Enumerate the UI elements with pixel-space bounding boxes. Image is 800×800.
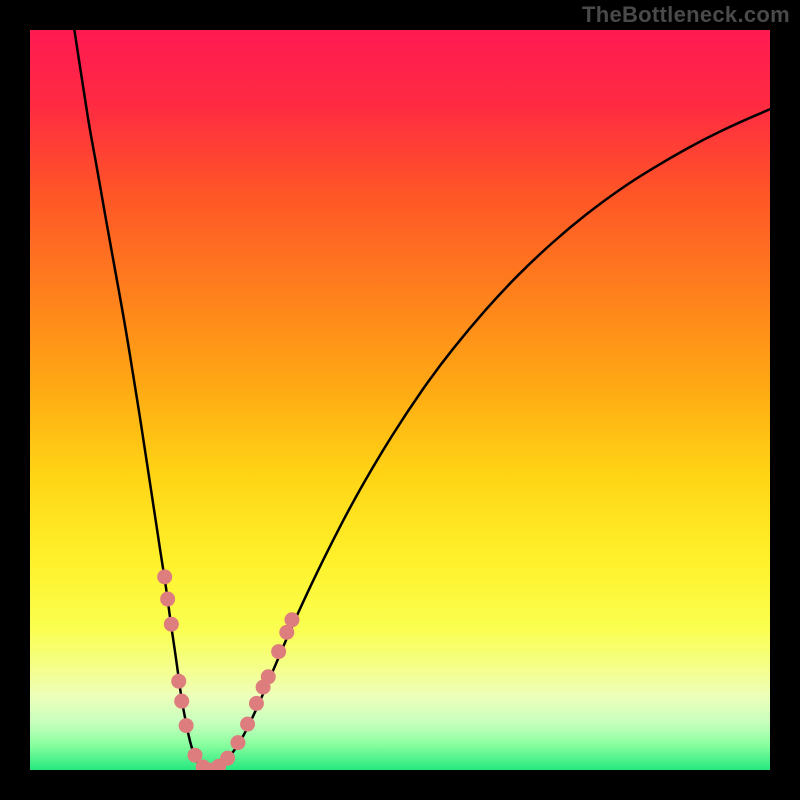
marker-dot: [157, 569, 172, 584]
chart-stage: TheBottleneck.com: [0, 0, 800, 800]
marker-dot: [261, 669, 276, 684]
marker-dot: [271, 644, 286, 659]
marker-dot: [179, 718, 194, 733]
marker-dot: [174, 694, 189, 709]
marker-dot: [230, 735, 245, 750]
marker-dot: [164, 617, 179, 632]
marker-dot: [284, 612, 299, 627]
marker-dot: [171, 674, 186, 689]
marker-dot: [240, 717, 255, 732]
watermark-text: TheBottleneck.com: [582, 2, 790, 28]
marker-dot: [220, 751, 235, 766]
marker-dot: [160, 592, 175, 607]
plot-gradient: [30, 30, 770, 770]
chart-svg: [0, 0, 800, 800]
marker-dot: [249, 696, 264, 711]
